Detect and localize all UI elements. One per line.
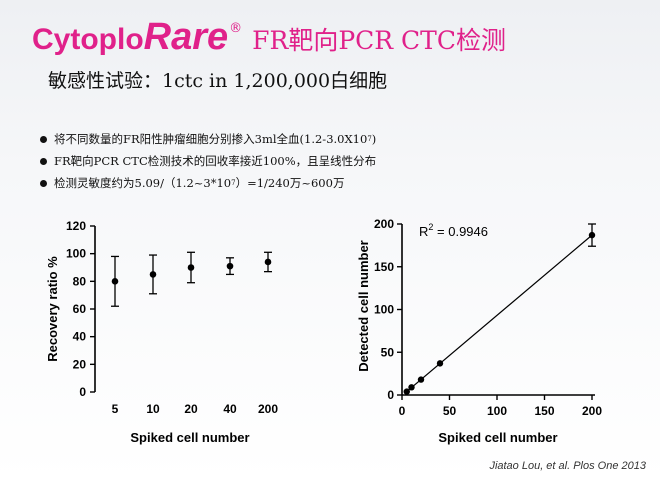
bullet-superscript: 7 [231,179,236,187]
y-tick-label: 100 [66,247,86,261]
x-tick-label: 5 [112,402,119,416]
fit-line [406,234,593,393]
bullet-text: 将不同数量的FR阳性肿瘤细胞分别掺入3ml全血(1.2-3.0X10 [54,132,368,146]
registered-mark: ® [229,21,243,36]
x-tick-label: 150 [534,404,554,418]
data-point [187,264,195,271]
y-tick-label: 20 [73,357,87,371]
bullet-item: FR靶向PCR CTC检测技术的回收率接近100%，且呈线性分布 [40,150,376,172]
title-text: FR靶向PCR CTC检测 [252,26,506,55]
x-tick-label: 40 [223,402,237,416]
bullet-item: 检测灵敏度约为5.09/（1.2~3*10 7 ）=1/240万~600万 [40,172,376,194]
x-tick-label: 200 [258,402,278,416]
x-tick-label: 50 [443,404,457,418]
bullet-text: 检测灵敏度约为5.09/（1.2~3*10 [54,176,232,190]
data-point [149,271,157,278]
data-point [226,262,234,270]
x-axis-label: Spiked cell number [130,430,249,445]
bullet-dot-icon [40,135,47,143]
y-tick-label: 150 [374,260,394,274]
r-squared-annotation: R2 = 0.9946 [419,222,488,239]
slide-subtitle: 敏感性试验：1ctc in 1,200,000白细胞 [48,70,388,92]
slide-title: CytoploRare® FR靶向PCR CTC检测 [32,18,506,56]
x-tick-label: 20 [184,402,198,416]
x-tick-label: 10 [146,402,160,416]
y-tick-label: 50 [381,345,395,359]
y-tick-label: 120 [66,219,86,233]
bullet-dot-icon [40,157,47,165]
bullet-suffix: ）=1/240万~600万 [235,176,345,190]
x-tick-label: 200 [582,404,602,418]
data-point [403,388,410,395]
bullet-dot-icon [40,179,47,187]
data-point [417,376,425,383]
axes [401,224,595,396]
bullet-item: 将不同数量的FR阳性肿瘤细胞分别掺入3ml全血(1.2-3.0X10 7) [40,128,376,150]
bullet-list: 将不同数量的FR阳性肿瘤细胞分别掺入3ml全血(1.2-3.0X10 7) FR靶… [40,128,376,194]
data-point [408,384,415,391]
data-point [436,360,444,367]
brand-name-part1: Cytoplo [32,23,144,56]
brand-name-part2: Rare [143,16,229,58]
y-axis-label: Recovery ratio % [45,256,60,362]
bullet-suffix: ) [371,132,377,146]
y-tick-label: 40 [73,330,87,344]
citation: Jiatao Lou, et al. Plos One 2013 [489,460,646,472]
y-tick-label: 200 [374,217,394,231]
y-tick-label: 0 [79,385,86,399]
x-axis-label: Spiked cell number [438,430,557,445]
x-tick-label: 0 [399,404,406,418]
data-point [111,278,119,285]
x-tick-label: 100 [487,404,507,418]
y-tick-label: 80 [73,274,87,288]
y-tick-label: 0 [387,388,394,402]
bullet-superscript: 7 [367,135,372,143]
data-point [264,258,272,266]
y-tick-label: 60 [73,302,87,316]
bullet-text: FR靶向PCR CTC检测技术的回收率接近100%，且呈线性分布 [54,154,377,168]
data-point [588,231,596,239]
y-tick-label: 100 [374,303,394,317]
y-axis-label: Detected cell number [356,240,371,372]
